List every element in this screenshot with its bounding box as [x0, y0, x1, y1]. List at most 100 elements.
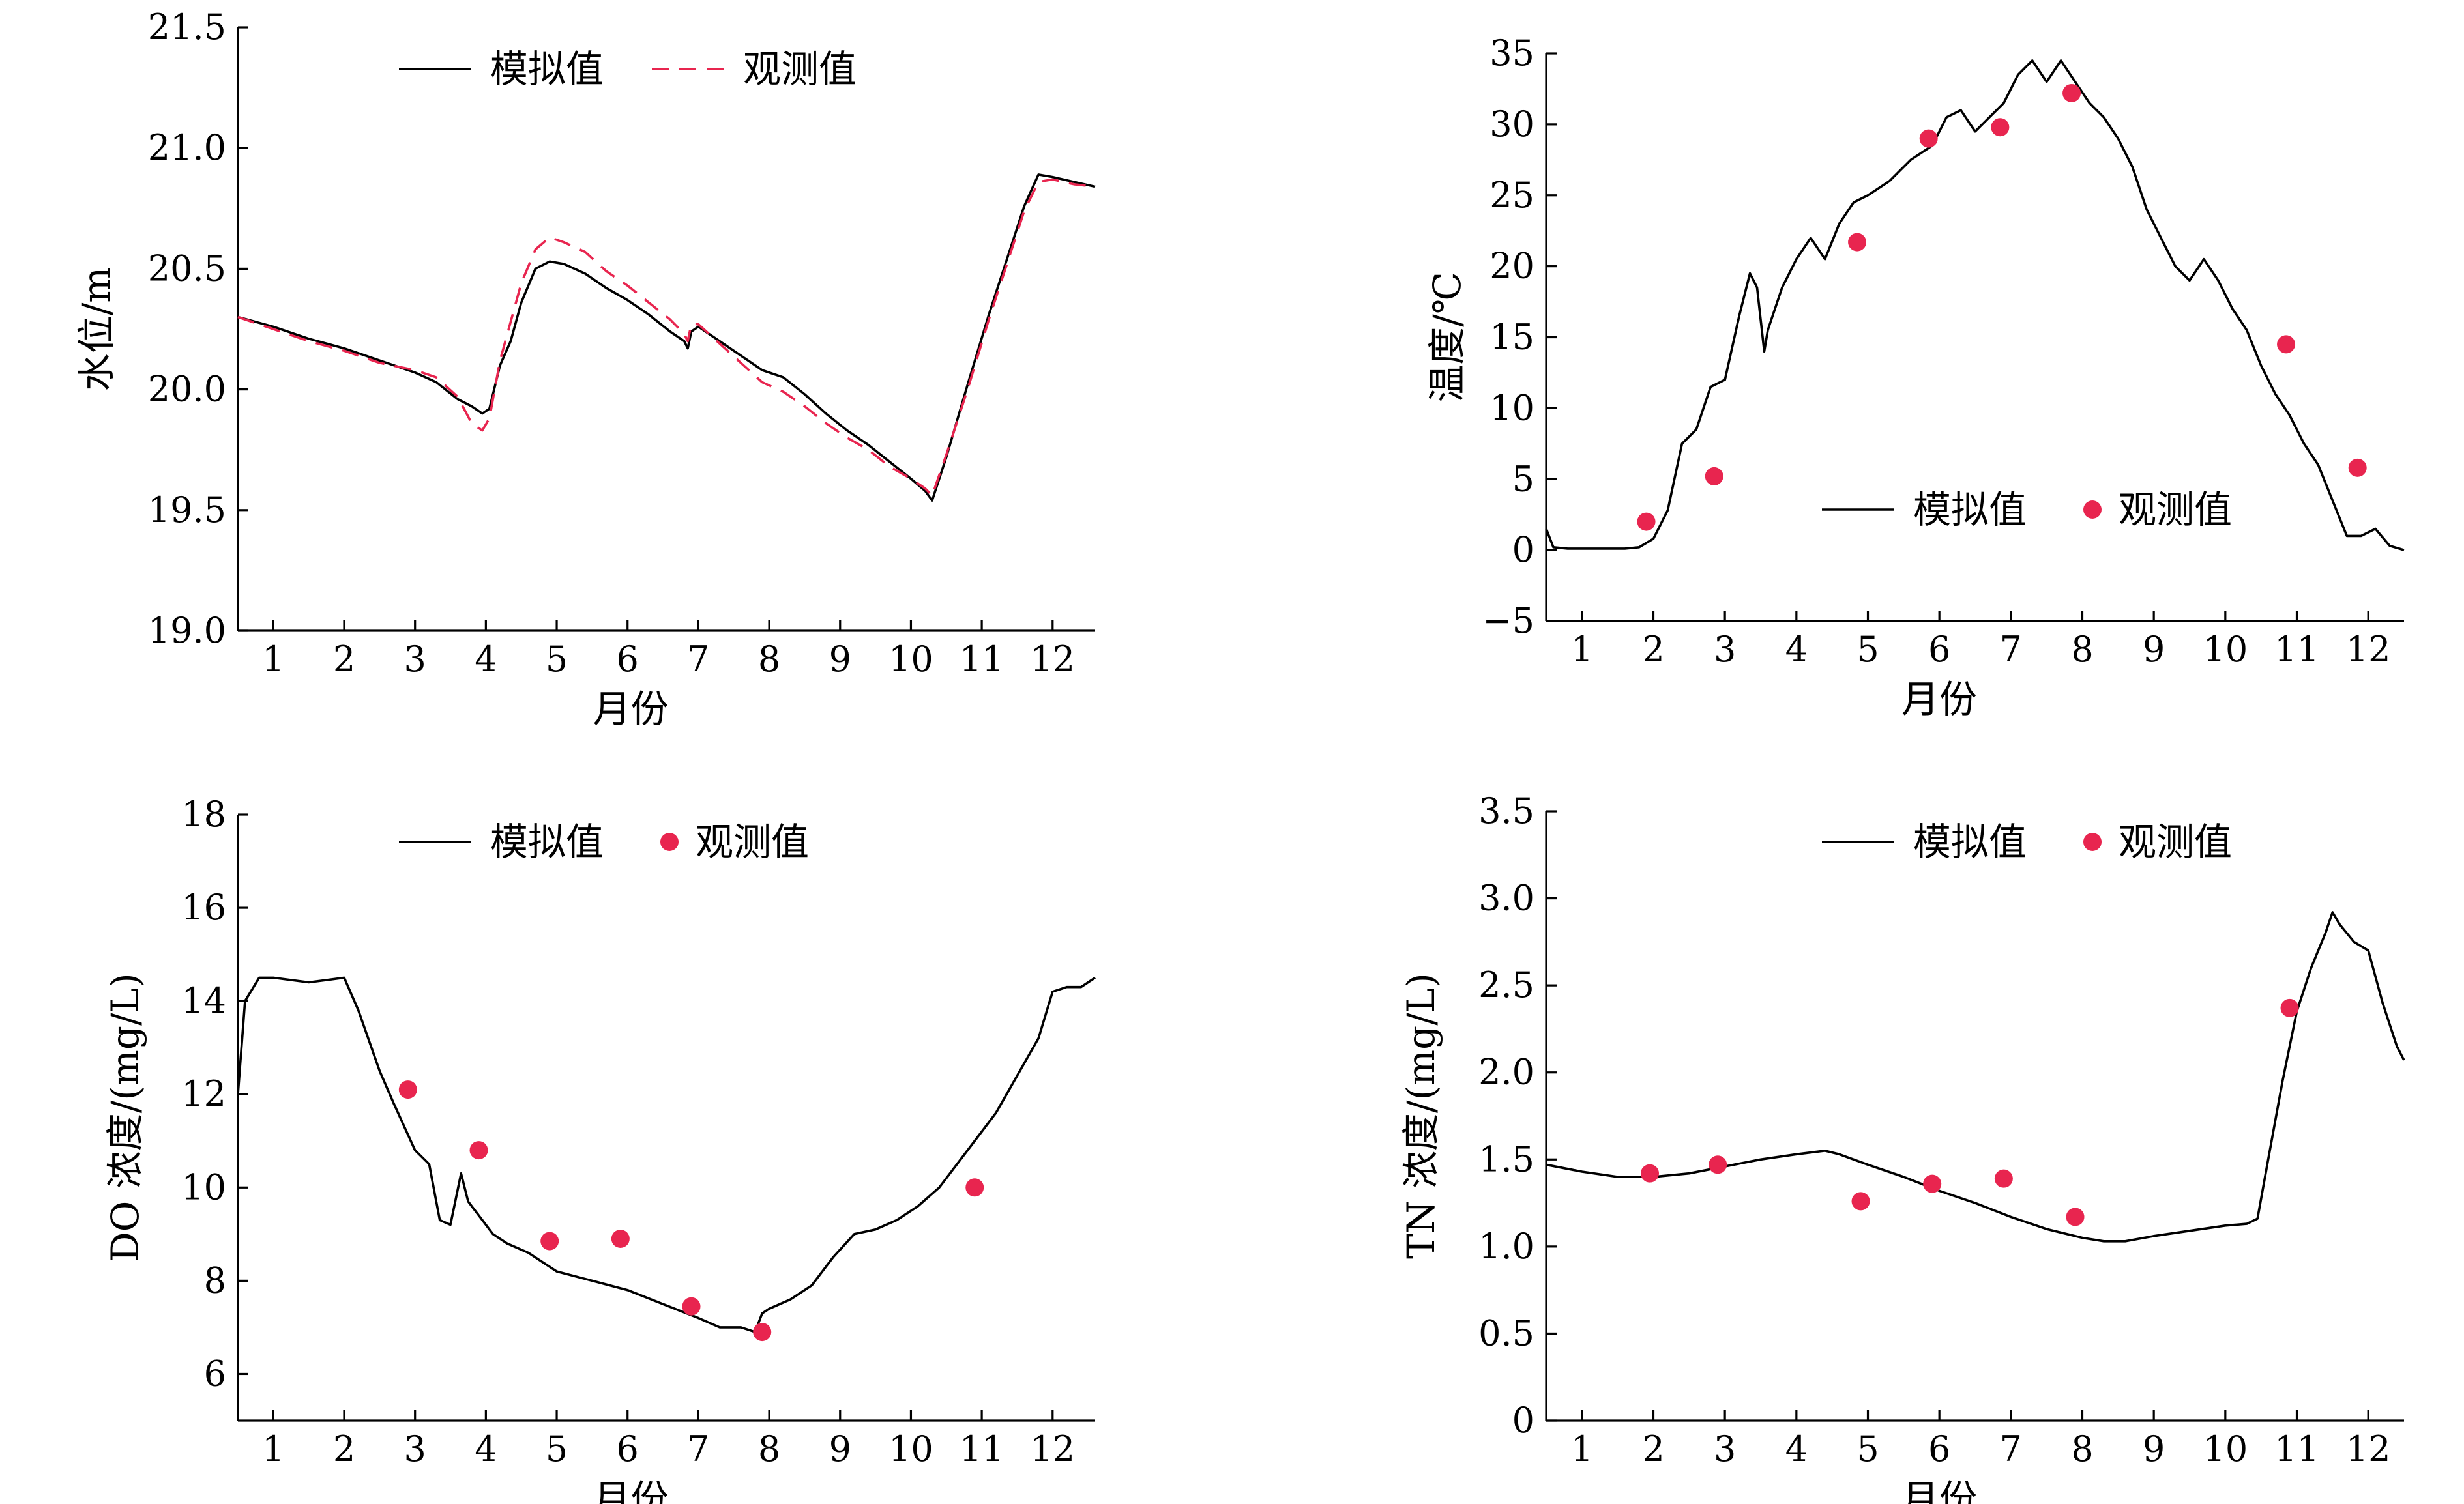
- observed-point: [682, 1297, 701, 1316]
- x-tick-label: 6: [617, 639, 639, 680]
- x-tick-label: 6: [1928, 1428, 1950, 1469]
- x-tick-label: 12: [2346, 629, 2391, 670]
- y-tick-label: 1.5: [1478, 1138, 1534, 1179]
- x-tick-label: 8: [758, 639, 780, 680]
- x-axis-title: 月份: [593, 1477, 668, 1504]
- legend-observed-swatch: [2083, 833, 2102, 851]
- y-tick-label: 3.0: [1478, 878, 1534, 919]
- observed-point: [2066, 1208, 2085, 1226]
- x-axis-title: 月份: [593, 687, 668, 731]
- x-tick-label: 8: [2071, 629, 2093, 670]
- x-tick-label: 11: [2274, 629, 2319, 670]
- y-tick-label: 19.0: [148, 610, 226, 651]
- observed-point: [753, 1323, 772, 1342]
- observed-point: [1991, 118, 2010, 137]
- simulated-series-line: [237, 976, 1096, 1333]
- x-tick-label: 9: [829, 1428, 851, 1469]
- x-tick-label: 6: [617, 1428, 639, 1469]
- y-tick-label: 3.5: [1478, 790, 1534, 832]
- x-tick-label: 3: [1714, 629, 1736, 670]
- y-tick-label: 19.5: [148, 489, 226, 530]
- x-tick-label: 4: [475, 1428, 497, 1469]
- y-tick-label: 35: [1489, 33, 1534, 74]
- y-tick-label: 5: [1512, 458, 1534, 499]
- observed-point: [2280, 998, 2299, 1017]
- observed-point: [965, 1178, 984, 1197]
- y-axis-title: TN 浓度/(mg/L): [1399, 973, 1443, 1259]
- x-tick-label: 5: [1856, 1428, 1879, 1469]
- x-tick-label: 4: [1785, 629, 1808, 670]
- x-tick-label: 3: [404, 639, 426, 680]
- observed-point: [1923, 1174, 1942, 1193]
- observed-point: [1705, 467, 1723, 485]
- x-tick-label: 12: [1030, 1428, 1075, 1469]
- observed-point: [398, 1080, 417, 1099]
- y-tick-label: 10: [181, 1166, 226, 1208]
- legend-simulated-label: 模拟值: [1913, 487, 2027, 532]
- x-tick-label: 11: [960, 639, 1005, 680]
- x-tick-label: 12: [2346, 1428, 2391, 1469]
- x-tick-label: 5: [1856, 629, 1879, 670]
- observed-point: [2277, 335, 2296, 354]
- y-tick-label: 10: [1489, 387, 1534, 428]
- simulated-series-line: [237, 173, 1096, 502]
- x-tick-label: 4: [475, 639, 497, 680]
- x-axis-title: 月份: [1901, 677, 1977, 721]
- observed-point: [1848, 233, 1867, 252]
- x-tick-label: 10: [888, 639, 933, 680]
- observed-point: [1709, 1155, 1727, 1174]
- legend-observed-label: 观测值: [2119, 487, 2232, 532]
- y-tick-label: 14: [181, 980, 226, 1021]
- x-tick-label: 2: [333, 639, 355, 680]
- legend-simulated-label: 模拟值: [1913, 820, 2027, 864]
- x-axis-title: 月份: [1901, 1477, 1977, 1504]
- x-tick-label: 6: [1928, 629, 1950, 670]
- y-tick-label: 12: [181, 1073, 226, 1114]
- legend-observed-label: 观测值: [696, 820, 809, 864]
- legend-simulated-label: 模拟值: [490, 820, 604, 864]
- y-tick-label: 21.5: [148, 7, 226, 48]
- simulated-series-line: [1545, 59, 2405, 551]
- y-tick-label: 6: [204, 1353, 226, 1394]
- x-tick-label: 12: [1030, 639, 1075, 680]
- y-tick-label: 20.5: [148, 248, 226, 289]
- observed-point: [2062, 83, 2081, 102]
- x-tick-label: 9: [2143, 629, 2165, 670]
- observed-series-line: [237, 178, 1096, 497]
- y-axis-title: 水位/m: [74, 267, 119, 392]
- legend-observed-label: 观测值: [2119, 820, 2232, 864]
- x-tick-label: 11: [2274, 1428, 2319, 1469]
- y-tick-label: 8: [204, 1260, 226, 1301]
- legend-observed-label: 观测值: [743, 47, 857, 91]
- x-tick-label: 1: [1571, 629, 1593, 670]
- y-tick-label: 2.0: [1478, 1052, 1534, 1093]
- y-tick-label: 0: [1512, 1400, 1534, 1441]
- x-tick-label: 10: [2203, 1428, 2248, 1469]
- observed-point: [1641, 1164, 1660, 1183]
- y-tick-label: 16: [181, 887, 226, 928]
- observed-point: [611, 1230, 630, 1248]
- x-tick-label: 10: [2203, 629, 2248, 670]
- x-tick-label: 7: [2000, 629, 2022, 670]
- observed-point: [1994, 1169, 2013, 1188]
- panel-tn-concentration: 00.51.01.52.02.53.03.51 2 3 4 5 6 7 8 9 10 11 12月份T…: [1399, 790, 2405, 1504]
- y-tick-label: 21.0: [148, 127, 226, 168]
- x-tick-label: 2: [333, 1428, 355, 1469]
- x-tick-label: 8: [758, 1428, 780, 1469]
- x-tick-label: 7: [687, 639, 709, 680]
- x-tick-label: 9: [829, 639, 851, 680]
- x-tick-label: 7: [687, 1428, 709, 1469]
- y-tick-label: 0: [1512, 529, 1534, 570]
- x-tick-label: 9: [2143, 1428, 2165, 1469]
- x-tick-label: 2: [1642, 1428, 1664, 1469]
- x-tick-label: 3: [1714, 1428, 1736, 1469]
- y-tick-label: 15: [1489, 317, 1534, 358]
- observed-point: [2348, 458, 2367, 477]
- y-tick-label: 2.5: [1478, 964, 1534, 1005]
- x-tick-label: 1: [262, 1428, 284, 1469]
- x-tick-label: 5: [546, 639, 568, 680]
- simulated-series-line: [1546, 911, 2405, 1243]
- x-tick-label: 2: [1642, 629, 1664, 670]
